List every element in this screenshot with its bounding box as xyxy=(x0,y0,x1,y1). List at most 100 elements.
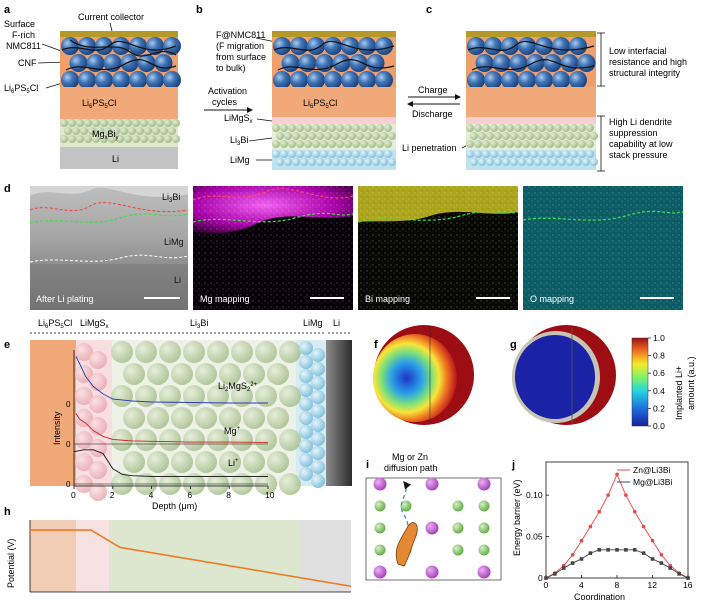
li3bi-sphere xyxy=(147,363,169,385)
e-plot-series xyxy=(73,356,269,477)
particle xyxy=(60,135,68,143)
limgsx-sphere xyxy=(75,387,93,405)
particle xyxy=(124,119,132,127)
particle xyxy=(140,135,148,143)
h-ylabel: Potential (V) xyxy=(6,538,16,588)
panel-letter-g: g xyxy=(510,339,517,351)
particle xyxy=(80,127,88,135)
particle xyxy=(324,37,342,55)
particle xyxy=(478,158,486,166)
limg-sphere xyxy=(311,348,325,362)
h-electrolyte-band xyxy=(30,520,76,592)
particle xyxy=(538,150,546,158)
b-current-collector xyxy=(272,31,396,37)
particle xyxy=(60,119,68,127)
bi-caption: Bi mapping xyxy=(365,294,410,304)
j-x-tick-label: 16 xyxy=(683,580,693,590)
particle xyxy=(498,150,506,158)
li3bi-sphere xyxy=(135,341,157,363)
particle xyxy=(120,54,139,72)
fnmc-label-line4: to bulk) xyxy=(216,63,246,73)
particle xyxy=(108,135,116,143)
particle xyxy=(368,124,376,132)
panel-letter-a: a xyxy=(4,4,11,16)
i-path-label-line1: Mg or Zn xyxy=(392,452,428,462)
particle xyxy=(484,71,502,89)
particle xyxy=(534,132,542,140)
limg-sphere xyxy=(299,397,313,411)
particle xyxy=(530,140,538,148)
particle xyxy=(288,140,296,148)
li3bi-sphere xyxy=(267,363,289,385)
particle xyxy=(510,132,518,140)
limg-label: LiMg xyxy=(230,155,250,165)
li3bi-sphere xyxy=(159,341,181,363)
particle xyxy=(300,158,308,166)
particle xyxy=(104,127,112,135)
particle xyxy=(140,119,148,127)
sem-caption: After Li plating xyxy=(36,294,94,304)
g-cross-section xyxy=(515,335,595,419)
particle xyxy=(137,54,156,72)
collector-pointer xyxy=(109,22,113,32)
j-point xyxy=(632,509,637,514)
limgsx-sphere xyxy=(75,453,93,471)
activation-label-line2: cycles xyxy=(212,97,238,107)
j-point xyxy=(606,548,610,552)
li-penetration-label: Li penetration xyxy=(402,143,457,153)
charge-label: Charge xyxy=(418,85,448,95)
particle xyxy=(288,124,296,132)
particle xyxy=(518,158,526,166)
bi-atom xyxy=(477,565,491,579)
particle xyxy=(344,124,352,132)
particle xyxy=(100,119,108,127)
li3bi-sphere xyxy=(279,429,301,451)
h-potential-profile xyxy=(30,529,352,588)
particle xyxy=(518,132,526,140)
particle xyxy=(582,132,590,140)
particle xyxy=(514,124,522,132)
particle xyxy=(120,127,128,135)
panel-letter-i: i xyxy=(366,459,369,471)
limg-sphere xyxy=(311,460,325,474)
particle xyxy=(284,158,292,166)
particle xyxy=(484,37,502,55)
particle xyxy=(538,140,546,148)
particle xyxy=(506,150,514,158)
surface-label-line1: Surface xyxy=(4,19,35,29)
panel-c: c Charge Discharge Li penetration Low in… xyxy=(402,4,687,172)
top-note-line2: resistance and high xyxy=(609,57,687,67)
j-point xyxy=(615,548,619,552)
particle xyxy=(272,124,280,132)
li3bi-sphere xyxy=(231,385,253,407)
j-point xyxy=(641,551,646,555)
particle xyxy=(84,135,92,143)
particle xyxy=(320,150,328,158)
li3bi-sphere xyxy=(267,407,289,429)
j-plot-series xyxy=(544,472,690,580)
particle xyxy=(352,150,360,158)
particle xyxy=(348,158,356,166)
j-point xyxy=(668,566,673,570)
particle xyxy=(164,119,172,127)
limg-sphere xyxy=(299,453,313,467)
particle xyxy=(320,140,328,148)
particle xyxy=(586,140,594,148)
particle xyxy=(288,150,296,158)
li-atom xyxy=(374,544,386,556)
o-caption: O mapping xyxy=(530,294,574,304)
particle xyxy=(578,124,586,132)
li3bi-sphere xyxy=(111,341,133,363)
e-x-tick-label: 10 xyxy=(265,490,275,500)
li3bi-sphere xyxy=(135,385,157,407)
top-note-line3: structural integrity xyxy=(609,68,681,78)
bi-atom xyxy=(425,565,439,579)
particle xyxy=(61,71,79,89)
li3bi-sphere xyxy=(231,341,253,363)
li-atom xyxy=(478,544,490,556)
particle xyxy=(376,150,384,158)
particle xyxy=(116,135,124,143)
panel-a: a Surface F-rich NMC811 Current collecto… xyxy=(4,4,181,169)
c-nmc-particles xyxy=(467,37,596,89)
